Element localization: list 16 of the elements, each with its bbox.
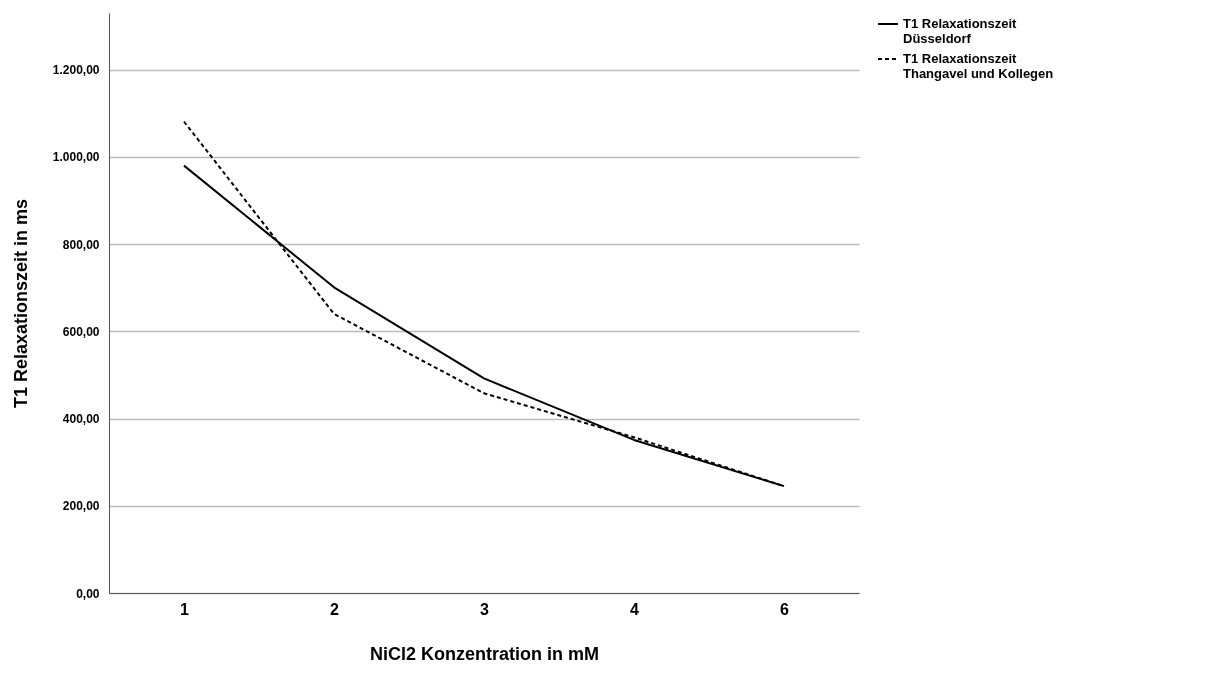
y-tick-label: 1.200,00 [52, 63, 100, 78]
x-tick-label: 3 [480, 600, 490, 618]
y-tick-label: 200,00 [62, 499, 100, 514]
y-tick-label: 600,00 [62, 324, 100, 339]
x-tick-label: 1 [180, 600, 190, 618]
x-tick-label: 2 [330, 600, 340, 618]
y-tick-label: 400,00 [62, 412, 100, 427]
y-axis-title: T1 Relaxationszeit in ms [10, 198, 31, 409]
y-tick-label: 800,00 [62, 237, 100, 252]
legend-label: T1 Relaxationszeit Thangavel und Kollegen [903, 51, 1054, 81]
y-tick-label: 1.000,00 [52, 150, 100, 165]
x-axis-title: NiCl2 Konzentration in mM [370, 643, 599, 664]
x-tick-label: 4 [630, 600, 640, 618]
legend-label: T1 Relaxationszeit Düsseldorf [903, 16, 1018, 46]
y-tick-label: 0,00 [76, 586, 100, 601]
x-tick-label: 6 [780, 600, 790, 618]
